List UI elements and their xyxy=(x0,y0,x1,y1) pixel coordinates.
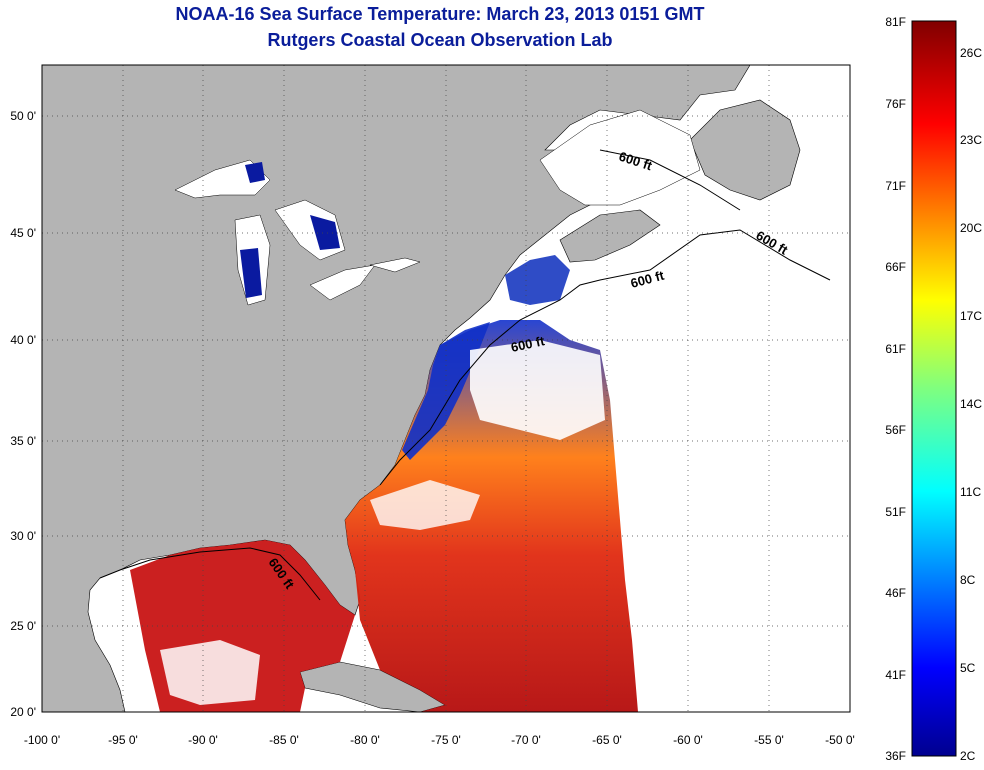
y-tick-label: 35 0' xyxy=(10,434,36,448)
great-lakes xyxy=(174,159,421,306)
colorbar-c-label: 11C xyxy=(960,485,981,499)
sst-cold-gulf-of-maine xyxy=(505,255,570,305)
colorbar-f-label: 41F xyxy=(885,668,906,682)
colorbar-f-label: 36F xyxy=(885,749,906,763)
colorbar xyxy=(911,20,957,757)
colorbar-c-label: 5C xyxy=(960,661,976,675)
colorbar-f-label: 66F xyxy=(885,260,906,274)
map-subtitle: Rutgers Coastal Ocean Observation Lab xyxy=(267,30,613,50)
colorbar-f-label: 76F xyxy=(885,97,906,111)
colorbar-c-label: 2C xyxy=(960,749,976,763)
colorbar-c-labels: 26C 23C 20C 17C 14C 11C 8C 5C 2C xyxy=(960,46,982,763)
gulf-of-st-lawrence xyxy=(539,109,701,206)
y-axis: 20 0' 25 0' 30 0' 35 0' 40 0' 45 0' 50 0… xyxy=(10,109,36,719)
x-tick-label: -100 0' xyxy=(24,733,60,747)
colorbar-c-label: 17C xyxy=(960,309,982,323)
sst-cold-coastal xyxy=(402,322,490,460)
map-border xyxy=(41,64,851,713)
colorbar-c-label: 20C xyxy=(960,221,982,235)
cloud-gap-2 xyxy=(370,480,480,530)
x-tick-label: -95 0' xyxy=(108,733,138,747)
colorbar-f-label: 81F xyxy=(885,15,906,29)
colorbar-f-label: 51F xyxy=(885,505,906,519)
cloud-gap-gulf xyxy=(160,640,260,705)
x-tick-label: -90 0' xyxy=(188,733,218,747)
land-newfoundland xyxy=(689,99,801,201)
y-tick-label: 45 0' xyxy=(10,226,36,240)
colorbar-c-label: 8C xyxy=(960,573,976,587)
colorbar-f-label: 46F xyxy=(885,586,906,600)
x-tick-label: -60 0' xyxy=(673,733,703,747)
x-tick-label: -70 0' xyxy=(511,733,541,747)
colorbar-c-label: 23C xyxy=(960,133,982,147)
x-tick-label: -55 0' xyxy=(754,733,784,747)
y-tick-label: 30 0' xyxy=(10,529,36,543)
x-tick-label: -80 0' xyxy=(350,733,380,747)
colorbar-f-label: 61F xyxy=(885,342,906,356)
y-tick-label: 20 0' xyxy=(10,705,36,719)
contour-label-4: 600 ft xyxy=(510,333,547,355)
colorbar-f-labels: 81F 76F 71F 66F 61F 56F 51F 46F 41F 36F xyxy=(885,15,906,763)
cloud-gap-1 xyxy=(470,340,605,440)
y-tick-label: 25 0' xyxy=(10,619,36,633)
x-tick-label: -75 0' xyxy=(431,733,461,747)
y-tick-label: 40 0' xyxy=(10,333,36,347)
x-axis: -100 0' -95 0' -90 0' -85 0' -80 0' -75 … xyxy=(24,733,855,747)
x-tick-label: -65 0' xyxy=(592,733,622,747)
colorbar-f-label: 56F xyxy=(885,423,906,437)
colorbar-f-label: 71F xyxy=(885,179,906,193)
map-title: NOAA-16 Sea Surface Temperature: March 2… xyxy=(175,4,705,24)
y-tick-label: 50 0' xyxy=(10,109,36,123)
colorbar-c-label: 14C xyxy=(960,397,982,411)
contour-600ft xyxy=(99,149,831,601)
land-nova-scotia xyxy=(559,209,661,263)
colorbar-c-label: 26C xyxy=(960,46,982,60)
x-tick-label: -85 0' xyxy=(269,733,299,747)
x-tick-label: -50 0' xyxy=(825,733,855,747)
